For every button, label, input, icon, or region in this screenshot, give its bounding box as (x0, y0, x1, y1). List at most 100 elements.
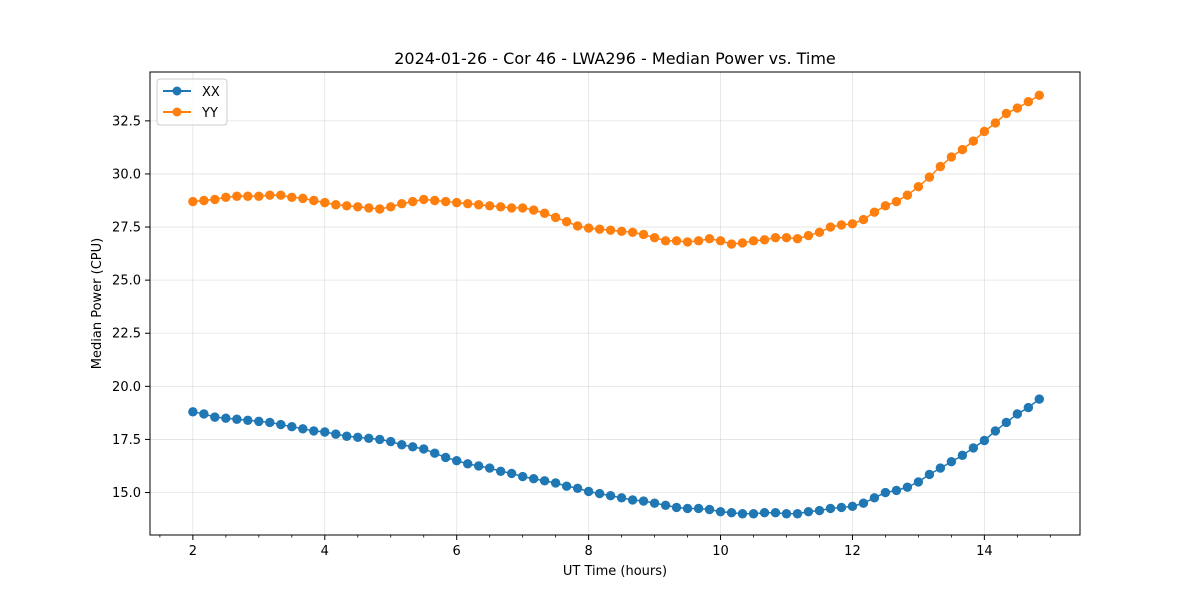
data-point-xx (232, 414, 242, 424)
data-point-yy (375, 204, 385, 214)
data-point-yy (671, 236, 682, 246)
data-point-yy (473, 200, 484, 210)
x-tick-label: 4 (321, 544, 329, 559)
data-point-yy (748, 236, 759, 246)
data-point-xx (364, 433, 374, 444)
data-point-xx (1012, 409, 1023, 419)
data-point-yy (715, 236, 726, 246)
data-point-yy (463, 198, 473, 209)
data-point-yy (803, 230, 814, 241)
data-point-xx (1023, 402, 1034, 413)
data-point-xx (506, 468, 517, 479)
data-point-yy (638, 229, 649, 240)
data-point-yy (605, 225, 616, 235)
data-point-xx (473, 461, 484, 471)
data-point-yy (572, 221, 583, 231)
data-point-xx (550, 478, 561, 488)
data-point-yy (331, 200, 341, 210)
data-point-yy (814, 227, 825, 238)
data-point-yy (408, 196, 418, 207)
data-point-xx (858, 498, 869, 508)
data-point-xx (704, 504, 715, 515)
data-point-yy (935, 161, 946, 172)
data-point-xx (408, 442, 418, 452)
data-point-yy (1001, 108, 1012, 119)
chart-title: 2024-01-26 - Cor 46 - LWA296 - Median Po… (394, 49, 836, 68)
data-point-xx (649, 498, 660, 508)
data-point-yy (1034, 90, 1045, 101)
data-point-yy (1023, 97, 1034, 107)
data-point-xx (419, 444, 429, 454)
data-point-yy (210, 194, 220, 205)
data-point-yy (858, 214, 869, 225)
data-point-xx (715, 506, 726, 517)
y-tick-label: 17.5 (112, 433, 141, 448)
data-point-xx (243, 415, 253, 426)
x-tick-label: 6 (453, 544, 461, 559)
data-point-yy (946, 152, 957, 162)
data-point-yy (430, 195, 440, 206)
data-point-yy (770, 232, 781, 243)
data-point-yy (836, 220, 847, 230)
data-point-yy (254, 191, 264, 201)
data-point-xx (386, 436, 396, 447)
data-point-yy (484, 201, 495, 211)
data-point-yy (682, 237, 693, 247)
data-point-xx (320, 427, 330, 437)
data-point-xx (331, 429, 341, 439)
data-point-xx (627, 495, 638, 505)
data-point-xx (924, 469, 935, 480)
data-point-xx (221, 413, 231, 423)
data-point-yy (704, 234, 715, 244)
data-point-yy (880, 201, 891, 211)
y-tick-label: 20.0 (112, 380, 141, 395)
data-point-xx (594, 488, 605, 499)
data-point-yy (561, 217, 572, 227)
data-point-yy (496, 202, 506, 212)
data-point-xx (891, 485, 902, 496)
data-point-xx (342, 431, 352, 441)
data-point-yy (440, 196, 451, 207)
data-point-yy (539, 208, 550, 218)
series-yy (188, 90, 1045, 249)
data-point-yy (221, 192, 231, 203)
data-point-yy (243, 191, 253, 201)
data-point-xx (638, 496, 649, 506)
data-point-xx (781, 509, 792, 519)
data-point-xx (847, 501, 858, 512)
data-point-yy (759, 235, 770, 245)
data-point-xx (748, 509, 759, 519)
data-point-xx (990, 426, 1001, 436)
data-point-yy (287, 192, 297, 203)
data-point-xx (803, 506, 814, 517)
legend-label-yy: YY (201, 106, 218, 121)
axis-ticks: 2 4 6 8 10 12 14 15.0 17.5 20.0 22.5 25.0 27.5 30.0 32… (112, 114, 1051, 559)
data-point-yy (506, 203, 517, 213)
data-point-yy (397, 198, 407, 209)
data-point-yy (550, 212, 561, 223)
data-point-yy (737, 238, 748, 248)
data-point-xx (1034, 394, 1045, 404)
data-point-xx (199, 409, 209, 419)
data-point-yy (276, 190, 286, 200)
data-point-xx (616, 493, 627, 503)
data-point-xx (276, 419, 286, 430)
y-tick-label: 27.5 (112, 221, 141, 236)
data-point-xx (693, 503, 704, 514)
data-point-xx (539, 476, 550, 486)
data-point-xx (210, 412, 220, 422)
data-point-yy (419, 194, 429, 205)
data-point-yy (781, 232, 792, 243)
data-point-yy (913, 181, 924, 192)
data-point-xx (770, 508, 781, 518)
data-point-xx (583, 486, 594, 497)
data-point-yy (891, 196, 902, 207)
data-point-yy (869, 207, 880, 217)
data-point-yy (309, 195, 319, 206)
data-point-yy (364, 203, 374, 213)
data-point-xx (935, 463, 946, 473)
legend: XX YY (156, 78, 228, 126)
data-point-xx (265, 417, 275, 428)
data-point-xx (440, 452, 451, 463)
